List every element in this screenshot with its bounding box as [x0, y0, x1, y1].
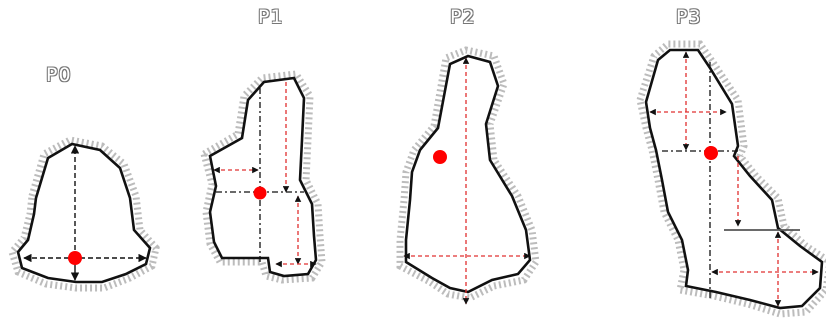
shape-p2-noise [396, 46, 540, 302]
shape-p1-noise [199, 70, 326, 284]
shape-p0-noise [8, 136, 160, 292]
shape-p3-noise [636, 40, 826, 318]
panel-label-p2: P2 [450, 6, 476, 28]
shape-p3-outline [644, 48, 824, 310]
shape-p0-centroid-marker [68, 251, 82, 265]
panel-label-p3: P3 [676, 6, 702, 28]
shape-p3-centroid-marker [704, 146, 718, 160]
shape-p2-outline [404, 54, 532, 294]
shape-p3 [636, 40, 826, 318]
shape-p0 [8, 136, 160, 292]
panel-label-p0: P0 [46, 64, 72, 86]
shape-p2 [396, 46, 540, 305]
shape-p1 [199, 70, 326, 284]
shape-p0-outline [16, 142, 152, 284]
panel-label-p1: P1 [258, 6, 284, 28]
shape-p1-outline [208, 76, 318, 278]
shape-p2-centroid-marker [433, 150, 447, 164]
shape-p1-centroid-marker [253, 186, 267, 200]
